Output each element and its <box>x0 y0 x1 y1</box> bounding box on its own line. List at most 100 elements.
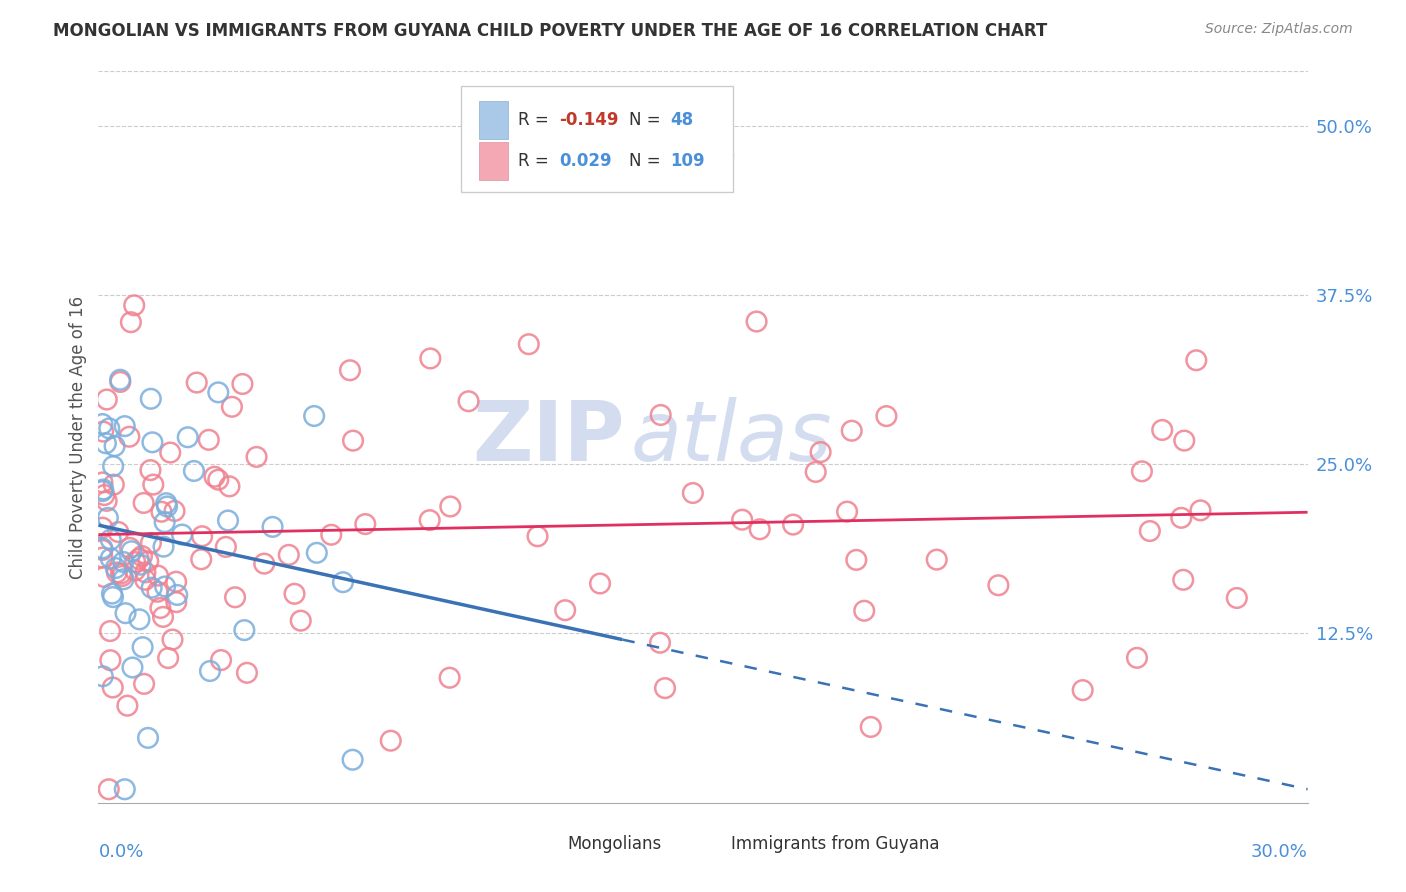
Point <box>146 584 169 599</box>
Point <box>207 473 229 487</box>
Point <box>136 731 159 745</box>
Point <box>215 540 238 554</box>
Point <box>152 540 174 554</box>
Text: atlas: atlas <box>630 397 832 477</box>
Point <box>107 524 129 539</box>
Point <box>1226 591 1249 605</box>
Point <box>91 425 114 439</box>
Point <box>209 653 232 667</box>
Point <box>132 496 155 510</box>
Point <box>101 590 124 604</box>
Point <box>114 782 136 797</box>
Text: MONGOLIAN VS IMMIGRANTS FROM GUYANA CHILD POVERTY UNDER THE AGE OF 16 CORRELATIO: MONGOLIAN VS IMMIGRANTS FROM GUYANA CHIL… <box>53 22 1047 40</box>
Point <box>439 500 461 514</box>
Point <box>321 527 343 541</box>
Y-axis label: Child Poverty Under the Age of 16: Child Poverty Under the Age of 16 <box>69 295 87 579</box>
Text: N =: N = <box>630 153 666 170</box>
Point <box>745 314 768 328</box>
Point <box>139 463 162 477</box>
Point <box>110 375 132 389</box>
Point <box>114 419 136 434</box>
Point <box>1173 434 1195 448</box>
Point <box>108 373 131 387</box>
Point <box>98 653 121 667</box>
Point <box>782 517 804 532</box>
Point <box>711 148 734 162</box>
Point <box>93 488 115 502</box>
Point <box>332 575 354 590</box>
Point <box>101 459 124 474</box>
Point <box>439 671 461 685</box>
Point <box>875 409 897 423</box>
Point <box>731 513 754 527</box>
Point <box>112 572 135 586</box>
Text: 109: 109 <box>671 153 704 170</box>
Point <box>186 376 208 390</box>
Point <box>419 351 441 366</box>
Point <box>152 610 174 624</box>
Text: 0.0%: 0.0% <box>98 843 143 861</box>
Point <box>98 624 121 638</box>
Point <box>170 527 193 541</box>
Point <box>91 521 114 535</box>
Point <box>925 552 948 566</box>
Point <box>91 475 114 490</box>
Point <box>835 505 858 519</box>
Point <box>987 578 1010 592</box>
Point <box>96 493 118 508</box>
Text: Immigrants from Guyana: Immigrants from Guyana <box>731 836 939 854</box>
FancyBboxPatch shape <box>695 831 725 858</box>
Point <box>136 554 159 568</box>
Point <box>853 604 876 618</box>
Point <box>153 579 176 593</box>
Point <box>131 640 153 655</box>
Point <box>1189 503 1212 517</box>
Point <box>112 555 135 569</box>
Point <box>105 566 128 580</box>
Point <box>648 636 671 650</box>
Point <box>221 400 243 414</box>
Point <box>100 551 122 566</box>
Point <box>1170 511 1192 525</box>
Point <box>277 548 299 562</box>
Point <box>120 315 142 329</box>
Point <box>218 479 240 493</box>
Point <box>342 753 364 767</box>
Point <box>810 445 832 459</box>
Text: Mongolians: Mongolians <box>568 836 662 854</box>
Text: ZIP: ZIP <box>472 397 624 477</box>
Point <box>153 515 176 529</box>
Point <box>117 698 139 713</box>
Point <box>98 421 121 435</box>
Point <box>118 430 141 444</box>
Point <box>165 574 187 589</box>
Point <box>1173 573 1195 587</box>
Point <box>183 464 205 478</box>
Point <box>97 782 120 797</box>
Point <box>253 557 276 571</box>
FancyBboxPatch shape <box>461 86 734 192</box>
Point <box>128 612 150 626</box>
Point <box>841 424 863 438</box>
Point <box>526 529 548 543</box>
Text: Source: ZipAtlas.com: Source: ZipAtlas.com <box>1205 22 1353 37</box>
Point <box>1152 423 1174 437</box>
Point <box>101 681 124 695</box>
Point <box>654 681 676 695</box>
Point <box>91 541 114 556</box>
Point <box>122 298 145 312</box>
Point <box>1130 464 1153 478</box>
Point <box>139 392 162 406</box>
Point <box>162 632 184 647</box>
Point <box>419 513 441 527</box>
Point <box>1185 353 1208 368</box>
Point <box>159 445 181 459</box>
Point <box>845 553 868 567</box>
FancyBboxPatch shape <box>479 102 509 139</box>
Point <box>97 511 120 525</box>
Point <box>339 363 361 377</box>
Point <box>94 436 117 450</box>
Point <box>150 505 173 519</box>
Point <box>103 477 125 491</box>
Point <box>554 603 576 617</box>
